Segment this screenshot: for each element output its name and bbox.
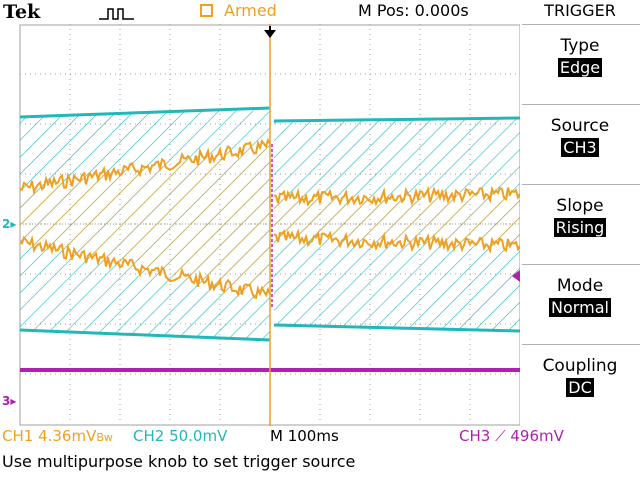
menu-item-type-label: Type [560,36,600,56]
menu-item-mode[interactable]: Mode Normal [520,266,640,346]
ch3-ground-marker[interactable]: 3▸ [2,394,17,408]
menu-divider [522,24,640,25]
help-message: Use multipurpose knob to set trigger sou… [2,452,356,471]
waveform-display[interactable] [0,24,520,426]
ch2-ground-marker[interactable]: 2▸ [2,217,17,231]
trigger-level-icon [512,270,520,282]
menu-title: TRIGGER [544,1,616,20]
menu-item-coupling-label: Coupling [542,356,618,376]
menu-divider [522,264,640,265]
rising-edge-icon: ⟋ [495,427,506,445]
ch1-upper-trace [19,137,520,207]
menu-item-mode-label: Mode [556,276,604,296]
menu-divider [522,104,640,105]
menu-item-type-value: Edge [557,58,603,77]
menu-item-type[interactable]: Type Edge [520,26,640,106]
menu-item-slope-value: Rising [553,218,607,237]
armed-indicator-icon [200,4,213,17]
acquisition-waveform-icon [99,8,134,20]
menu-item-slope-label: Slope [556,196,604,216]
ch2-lower-trace [19,323,520,342]
trigger-level-value: 496mV [505,427,564,445]
ch3-marker-label: 3 [2,394,11,408]
trigger-readout: CH3 ⟋ 496mV [459,427,564,445]
ch2-scale-readout: CH2 50.0mV [133,427,228,445]
trigger-source-label: CH3 [459,427,496,445]
ch1-bandwidth-limit: Bw [96,431,113,444]
menu-item-source[interactable]: Source CH3 [520,106,640,186]
ch2-upper-trace [19,106,520,123]
ch1-scale-text: CH1 4.36mV [2,427,97,445]
ch1-scale-readout: CH1 4.36mVBw [2,427,113,445]
trigger-position-icon [264,30,276,38]
acquisition-status: Armed [224,1,277,20]
ch1-lower-trace [19,228,520,300]
menu-divider [522,184,640,185]
menu-item-slope[interactable]: Slope Rising [520,186,640,266]
menu-item-coupling[interactable]: Coupling DC [520,346,640,426]
timebase-readout: M 100ms [270,427,339,445]
menu-item-source-label: Source [550,116,610,136]
menu-item-source-value: CH3 [561,138,599,157]
menu-item-mode-value: Normal [549,298,611,317]
horizontal-position-readout: M Pos: 0.000s [358,1,469,20]
brand-logo: Tek [3,1,41,23]
menu-item-coupling-value: DC [566,378,594,397]
ch2-marker-label: 2 [2,217,11,231]
menu-divider [522,344,640,345]
